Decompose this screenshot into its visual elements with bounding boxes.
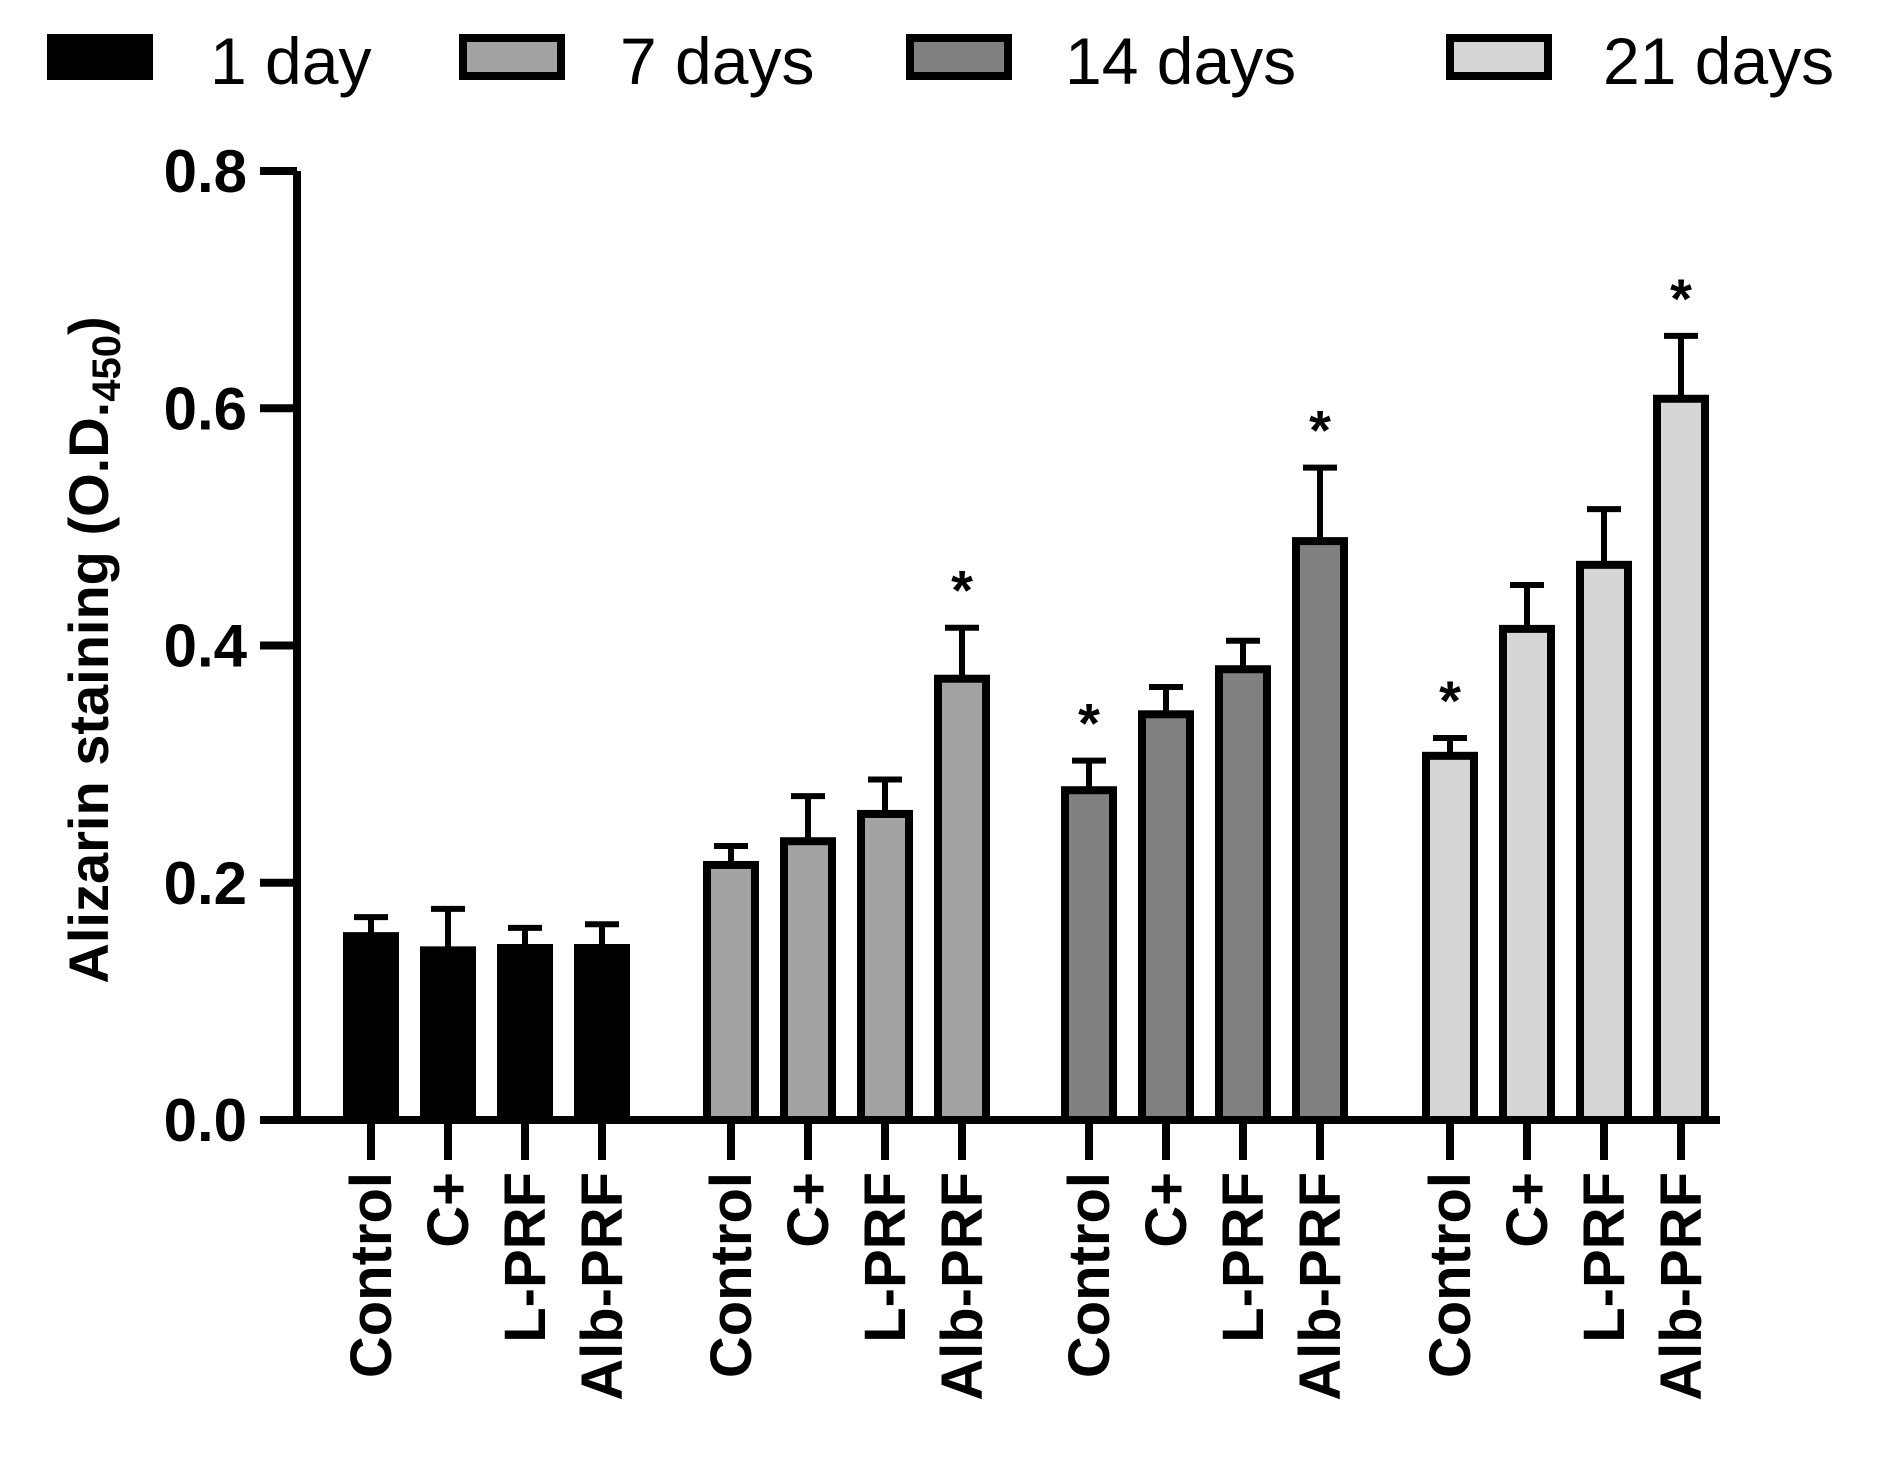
bar (1653, 394, 1709, 1124)
x-tick-label: L-PRF (853, 1172, 918, 1343)
legend-swatch (459, 34, 565, 80)
legend-label: 21 days (1603, 24, 1834, 98)
bar (1292, 537, 1348, 1124)
x-axis (293, 1116, 1720, 1160)
bar (574, 943, 630, 1125)
y-axis: 0.0 0.2 0.4 0.6 0.8 (164, 138, 301, 1154)
bar (857, 809, 913, 1124)
x-tick-label: C+ (1134, 1172, 1199, 1248)
legend: 1 day 7 days 14 days 21 days (47, 24, 1834, 98)
y-tick-label: 0.6 (164, 375, 247, 442)
x-tick-label: L-PRF (1572, 1172, 1637, 1343)
significance-marker: * (1439, 669, 1461, 732)
x-tick-label: Control (1418, 1172, 1483, 1378)
significance-marker: * (1309, 399, 1331, 462)
y-axis-title-subscript: 450 (85, 335, 129, 402)
x-tick-label: Alb-PRF (1649, 1172, 1714, 1401)
bar (1138, 710, 1194, 1124)
bar (343, 932, 399, 1124)
x-tick-label: C+ (416, 1172, 481, 1248)
bar (1061, 786, 1117, 1124)
x-tick-label: Control (699, 1172, 764, 1378)
y-tick-label: 0.8 (164, 138, 247, 205)
y-tick-label: 0.4 (164, 613, 248, 680)
bar (497, 943, 553, 1125)
bar (420, 946, 476, 1125)
bars: * * * * * (343, 267, 1709, 1125)
y-axis-title: Alizarin staining (O.D.450) (57, 316, 129, 983)
x-tick-labels: Control C+ L-PRF Alb-PRF Control C+ L-PRF Alb-P… (339, 1172, 1714, 1401)
legend-swatch (1446, 34, 1552, 80)
significance-marker: * (1078, 692, 1100, 755)
legend-swatch (906, 34, 1012, 80)
legend-swatch (47, 34, 153, 80)
legend-label: 1 day (210, 24, 371, 98)
y-tick-label: 0.2 (164, 850, 247, 917)
bar (1215, 665, 1271, 1124)
y-axis-title-close: ) (57, 316, 120, 335)
x-tick-label: Control (1057, 1172, 1122, 1378)
y-axis-title-main: Alizarin staining (O.D. (57, 402, 120, 984)
x-tick-label: C+ (1495, 1172, 1560, 1248)
legend-label: 14 days (1065, 24, 1296, 98)
x-tick-label: Alb-PRF (930, 1172, 995, 1401)
legend-label: 7 days (620, 24, 814, 98)
x-tick-label: Alb-PRF (1288, 1172, 1353, 1401)
y-tick-label: 0.0 (164, 1087, 247, 1154)
bar (1422, 751, 1478, 1124)
bar (934, 674, 990, 1125)
x-tick-label: Control (339, 1172, 404, 1378)
y-axis-label: Alizarin staining (O.D.450) (57, 316, 129, 983)
x-tick-label: Alb-PRF (570, 1172, 635, 1401)
bar (1576, 560, 1632, 1124)
x-tick-label: L-PRF (1211, 1172, 1276, 1343)
bar (703, 860, 759, 1124)
x-tick-label: C+ (776, 1172, 841, 1248)
significance-marker: * (951, 559, 973, 622)
significance-marker: * (1670, 267, 1692, 330)
bar (1499, 624, 1555, 1125)
bar (780, 837, 836, 1124)
x-tick-label: L-PRF (493, 1172, 558, 1343)
